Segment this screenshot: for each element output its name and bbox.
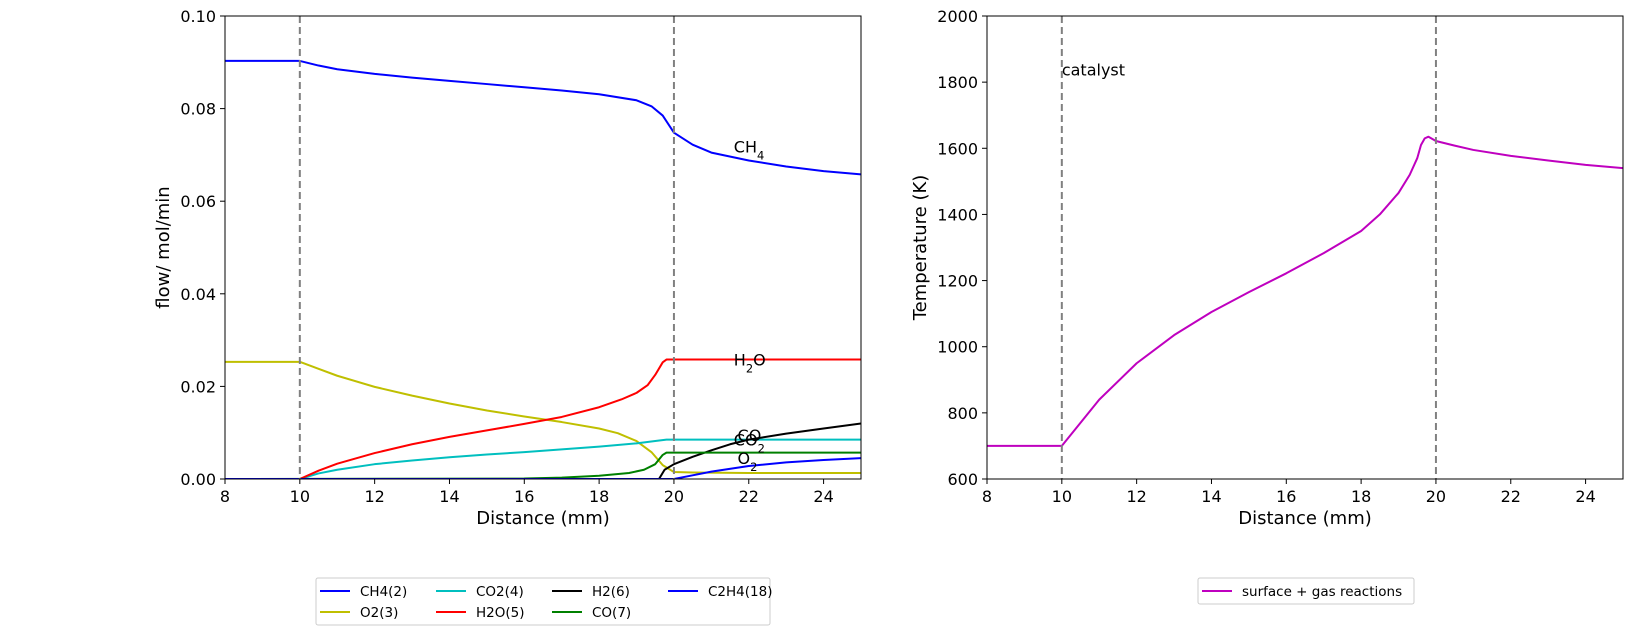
legend-label: H2(6) [592,584,630,600]
x-tick-label: 16 [1276,487,1296,506]
series-line-H2O(5) [225,358,861,479]
y-axis-label: Temperature (K) [910,175,931,322]
annotation-label: CO2 [734,431,765,456]
annotation-label: O2 [738,449,758,474]
legend-frame [1197,577,1415,605]
y-axis-label: flow/ mol/min [153,186,174,308]
plot-frame [224,15,862,480]
legend-label: CO(7) [592,605,631,621]
legend-frame [315,577,771,626]
x-tick-label: 12 [1126,487,1146,506]
y-tick-label: 1000 [937,338,978,357]
y-tick-label: 1800 [937,73,978,92]
plot-frame [986,15,1624,480]
x-tick-label: 22 [1501,487,1521,506]
annotation-label: catalyst [1062,61,1125,80]
y-tick-label: 0.06 [180,192,216,211]
y-tick-label: 0.10 [180,7,216,26]
legend-label: CO2(4) [476,584,524,600]
legend-label: CH4(2) [360,584,407,600]
series-line-surface + gas reactions [987,135,1623,447]
x-tick-label: 20 [1426,487,1446,506]
x-tick-label: 22 [739,487,759,506]
x-tick-label: 20 [664,487,684,506]
x-axis-label: Distance (mm) [1238,508,1372,529]
legend-label: C2H4(18) [708,584,772,600]
x-tick-label: 10 [290,487,310,506]
annotation-label: CH4 [734,138,765,163]
y-tick-label: 1400 [937,205,978,224]
y-tick-label: 800 [947,404,978,423]
series-line-C2H4(18) [225,457,861,479]
x-tick-label: 14 [1201,487,1221,506]
y-tick-label: 0.00 [180,470,216,489]
y-tick-label: 1200 [937,272,978,291]
x-tick-label: 14 [439,487,459,506]
x-axis-label: Distance (mm) [476,508,610,529]
annotation-label: CO [738,426,762,445]
series-line-O2(3) [225,360,861,474]
legend-label: O2(3) [360,605,398,621]
temperature-legend: surface + gas reactions [1197,577,1415,605]
y-tick-label: 1600 [937,139,978,158]
series-group [225,59,861,479]
series-line-CO2(4) [225,438,861,479]
x-tick-label: 8 [982,487,992,506]
y-tick-label: 0.04 [180,285,216,304]
series-group [987,135,1623,447]
x-tick-label: 18 [589,487,609,506]
y-tick-label: 0.08 [180,100,216,119]
series-line-CH4(2) [225,59,861,176]
series-line-CO(7) [225,451,861,479]
x-tick-label: 8 [220,487,230,506]
y-tick-label: 2000 [937,7,978,26]
temperature-chart: 8 10 12 14 16 18 20 22 24 600 800 1000 1200 1400 1600 1… [910,7,1624,529]
legend-label: H2O(5) [476,605,525,621]
y-tick-label: 600 [947,470,978,489]
flow-chart: 8 10 12 14 16 18 20 22 24 0.00 0.02 0.04 0.06 0.08 0.1… [153,7,862,529]
legend-label: surface + gas reactions [1242,584,1402,600]
x-tick-label: 16 [514,487,534,506]
series-line-H2(6) [225,422,861,479]
x-tick-label: 24 [813,487,833,506]
y-tick-label: 0.02 [180,377,216,396]
x-tick-label: 18 [1351,487,1371,506]
flow-legend: CH4(2) O2(3) CO2(4) H2O(5) H2(6) CO(7) C2H4(18… [315,577,772,626]
x-tick-label: 10 [1052,487,1072,506]
x-tick-label: 24 [1575,487,1595,506]
annotation-label: H2O [734,351,766,376]
x-tick-label: 12 [364,487,384,506]
